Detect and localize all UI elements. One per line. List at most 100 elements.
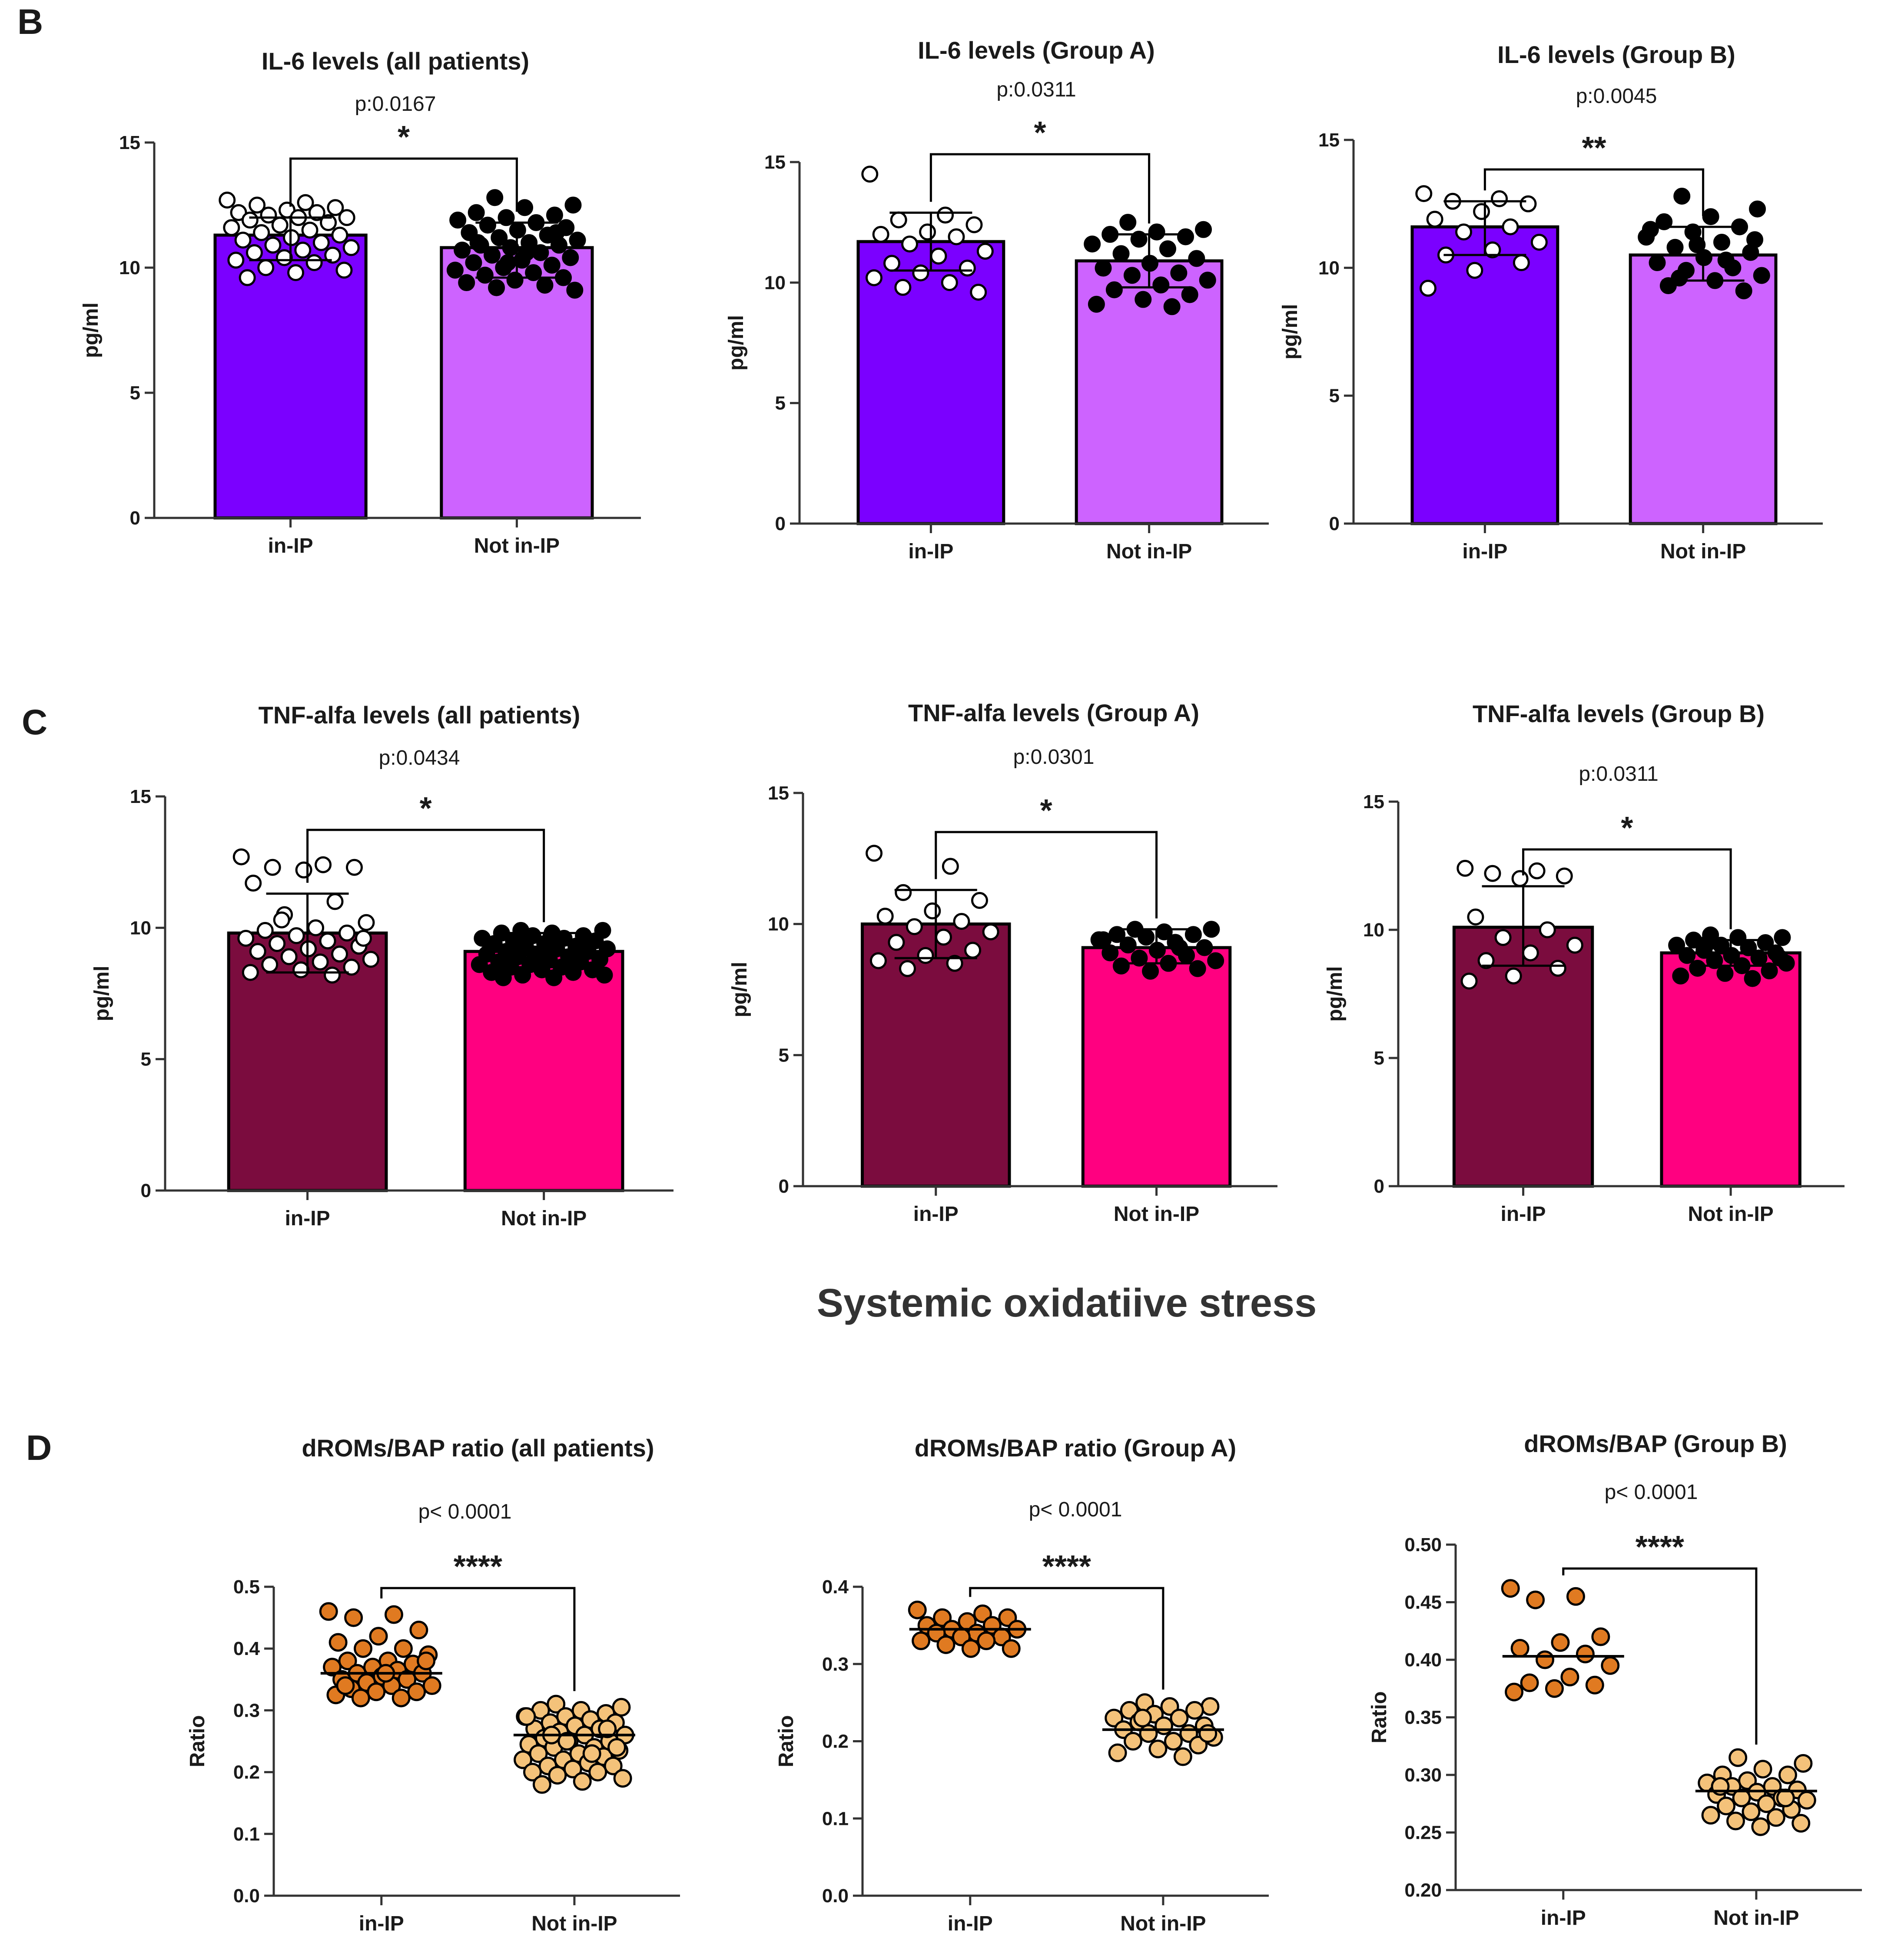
chart-tnf-all: TNF-alfa levels (all patients) p:0.0434 0 5… — [90, 701, 673, 1230]
data-point — [280, 948, 298, 965]
data-point — [1095, 931, 1112, 948]
data-point — [288, 927, 305, 944]
y-tick-label: 0.3 — [822, 1654, 849, 1675]
data-point — [894, 279, 912, 296]
data-point — [930, 247, 947, 265]
data-point — [596, 966, 613, 984]
data-point — [1101, 944, 1119, 962]
y-axis-label: Ratio — [186, 1715, 209, 1768]
y-tick-label: 0.5 — [233, 1576, 260, 1598]
data-point — [865, 269, 882, 286]
significance-stars: **** — [454, 1549, 502, 1584]
data-point — [982, 923, 999, 941]
data-point — [1455, 223, 1473, 241]
data-point — [1148, 223, 1165, 241]
y-tick-label: 10 — [1363, 919, 1384, 941]
data-point — [547, 224, 565, 241]
significance-bracket — [935, 831, 1158, 919]
chart-title: TNF-alfa levels (all patients) — [259, 701, 581, 729]
data-point — [1556, 867, 1573, 885]
data-point — [1792, 1814, 1811, 1833]
data-point — [1195, 221, 1212, 238]
data-point — [320, 214, 337, 231]
bar-not-in-ip — [1629, 253, 1778, 525]
data-point — [525, 264, 542, 282]
y-tick-label: 5 — [1374, 1048, 1384, 1069]
data-point — [547, 1695, 566, 1714]
y-tick-label: 0.35 — [1404, 1707, 1442, 1728]
data-point — [315, 856, 332, 873]
y-tick-label: 10 — [130, 917, 151, 939]
data-point — [249, 196, 266, 214]
data-point — [1170, 264, 1188, 282]
chart-drom-a: dROMs/BAP ratio (Group A) p< 0.0001 0.0 0.1… — [775, 1434, 1269, 1935]
data-point — [1549, 960, 1566, 977]
y-axis-label: pg/ml — [728, 962, 751, 1018]
data-point — [506, 272, 524, 289]
data-point — [1717, 1797, 1736, 1816]
data-point — [327, 199, 344, 216]
chart-title: TNF-alfa levels (Group B) — [1473, 700, 1765, 727]
bar-not-in-ip — [1660, 951, 1801, 1188]
data-point — [345, 859, 363, 876]
data-point — [331, 945, 348, 963]
significance-stars: **** — [1636, 1530, 1684, 1565]
data-point — [1757, 1794, 1776, 1813]
data-point — [239, 269, 256, 286]
data-point — [1002, 1639, 1021, 1658]
data-point — [391, 1688, 411, 1708]
y-tick-label: 0.1 — [233, 1824, 260, 1845]
data-point — [948, 228, 965, 245]
data-point — [458, 274, 475, 292]
data-point — [1084, 235, 1101, 253]
y-tick-label: 0.20 — [1404, 1880, 1442, 1901]
y-axis-label: pg/ml — [725, 315, 748, 371]
p-value-label: p:0.0301 — [1013, 746, 1095, 769]
x-category-label: Not in-IP — [474, 534, 560, 557]
data-point — [1159, 240, 1176, 258]
p-value-label: p< 0.0001 — [1605, 1481, 1698, 1504]
data-point — [1761, 962, 1778, 979]
y-tick-label: 0.2 — [233, 1762, 260, 1783]
x-category-label: Not in-IP — [1120, 1912, 1206, 1935]
data-point — [1774, 929, 1791, 946]
data-point — [1415, 185, 1433, 202]
data-point — [1460, 972, 1478, 990]
data-point — [1491, 190, 1508, 207]
data-point — [514, 966, 531, 984]
data-point — [307, 919, 325, 936]
data-point — [1797, 1791, 1816, 1810]
data-point — [1717, 252, 1735, 269]
data-point — [486, 189, 504, 206]
chart-il6-b: IL-6 levels (Group B) p:0.0045 0 5 10 15 in-IP… — [1279, 41, 1823, 563]
x-category-label: Not in-IP — [1688, 1203, 1773, 1226]
data-point — [295, 861, 312, 879]
data-point — [1539, 921, 1556, 939]
p-value-label: p:0.0167 — [355, 93, 436, 116]
data-point — [1519, 195, 1537, 212]
p-value-label: p< 0.0001 — [418, 1500, 512, 1523]
data-point — [484, 246, 501, 264]
data-point — [563, 1759, 582, 1778]
data-point — [545, 969, 563, 986]
data-point — [866, 845, 883, 862]
data-point — [888, 934, 905, 951]
data-point — [1776, 1788, 1795, 1807]
data-point — [1672, 967, 1689, 985]
significance-stars: **** — [1042, 1549, 1091, 1584]
data-point — [468, 204, 485, 221]
data-point — [1196, 939, 1213, 956]
data-point — [242, 964, 259, 981]
data-point — [1142, 962, 1159, 980]
x-category-label: in-IP — [359, 1912, 404, 1935]
chart-tnf-a: TNF-alfa levels (Group A) p:0.0301 0 5 10 15 i… — [728, 699, 1277, 1226]
panel-letter-c: C — [22, 703, 47, 742]
data-point — [358, 914, 375, 931]
significance-bracket — [1483, 168, 1705, 216]
significance-stars: * — [420, 791, 432, 826]
data-point — [1560, 1668, 1579, 1687]
data-point — [336, 1676, 355, 1695]
data-point — [532, 244, 549, 261]
data-point — [308, 204, 325, 221]
data-point — [1477, 952, 1495, 969]
